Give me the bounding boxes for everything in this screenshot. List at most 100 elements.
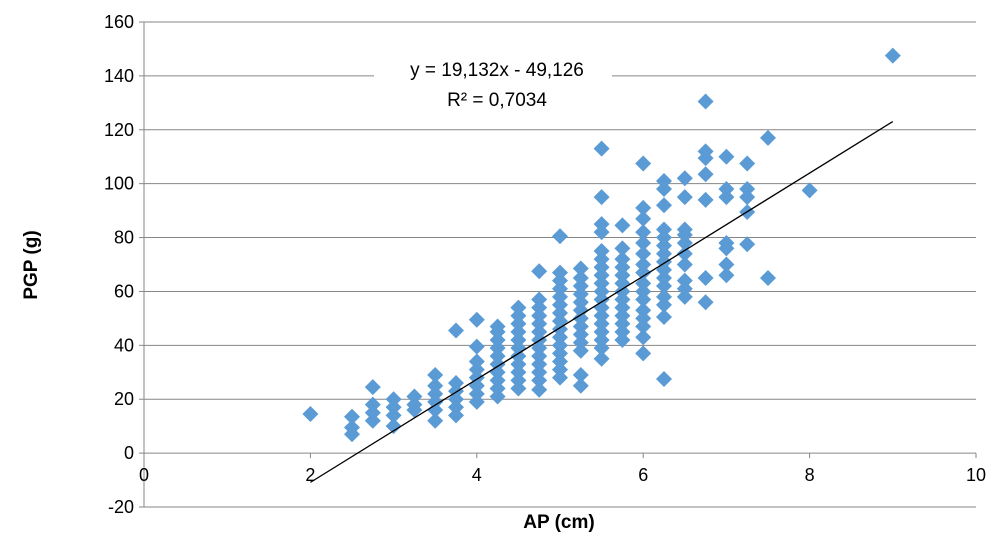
data-point: [510, 299, 527, 316]
y-tick-labels: -20 0 20 40 60 80 100 120 140 160: [104, 12, 134, 517]
data-point: [614, 217, 631, 234]
data-point: [656, 309, 672, 326]
data-point: [760, 269, 776, 286]
data-point: [676, 221, 693, 238]
data-point: [385, 418, 402, 435]
data-point: [427, 393, 444, 410]
data-point: [614, 323, 631, 340]
data-point: [593, 243, 610, 260]
data-point: [385, 407, 402, 424]
data-point: [427, 402, 444, 418]
data-point: [427, 366, 444, 383]
data-point: [718, 267, 735, 284]
trendline-equation: y = 19,132x - 49,126: [410, 60, 584, 81]
y-tick-label: 160: [104, 12, 134, 32]
data-point: [572, 318, 589, 335]
data-point: [364, 412, 381, 429]
data-point: [656, 229, 672, 246]
data-point: [635, 302, 652, 319]
data-point: [552, 361, 568, 378]
data-point: [385, 399, 402, 416]
data-point: [656, 296, 672, 313]
data-point: [614, 275, 631, 292]
data-point: [884, 47, 901, 64]
data-point: [531, 364, 548, 381]
data-point: [593, 331, 610, 348]
data-point: [510, 364, 527, 381]
data-point: [593, 291, 610, 308]
data-point: [448, 322, 464, 339]
data-point: [489, 372, 506, 389]
data-point: [697, 191, 714, 208]
data-point: [572, 269, 589, 286]
y-tick-label: 0: [124, 443, 134, 463]
data-point: [656, 181, 672, 198]
data-point: [510, 356, 527, 373]
data-point: [302, 406, 319, 423]
data-point: [552, 337, 568, 354]
data-point: [531, 372, 548, 389]
data-point: [531, 381, 548, 398]
data-point: [344, 408, 360, 425]
data-point: [614, 331, 631, 348]
data-point: [448, 399, 464, 416]
data-point: [656, 371, 672, 388]
data-point: [531, 356, 548, 373]
data-point: [656, 269, 672, 286]
data-point: [385, 391, 402, 408]
data-point: [676, 256, 693, 273]
data-point: [489, 388, 506, 405]
data-point: [676, 280, 693, 297]
y-tick-label: 80: [114, 228, 134, 248]
data-point: [635, 310, 652, 327]
y-tick-label: 40: [114, 335, 134, 355]
data-point: [614, 307, 631, 324]
x-tick-label: 10: [966, 465, 986, 485]
data-point: [552, 353, 568, 370]
data-point: [468, 393, 485, 410]
data-point: [510, 307, 527, 324]
x-tick-label: 2: [305, 465, 315, 485]
data-point: [344, 419, 360, 436]
data-point: [572, 366, 589, 383]
data-point: [635, 199, 652, 216]
data-point: [510, 340, 527, 357]
data-point: [510, 348, 527, 365]
data-point: [614, 283, 631, 300]
data-point: [531, 307, 548, 324]
data-point: [552, 296, 568, 313]
data-point: [468, 353, 485, 370]
data-point: [718, 234, 735, 251]
data-point: [593, 224, 610, 241]
data-point: [448, 375, 464, 392]
data-point: [468, 338, 485, 355]
data-point: [718, 256, 735, 273]
data-point: [614, 267, 631, 284]
data-point: [364, 396, 381, 413]
data-point: [697, 93, 714, 110]
data-point: [614, 299, 631, 316]
data-point: [697, 143, 714, 160]
r-squared-label: R² = 0,7034: [447, 90, 547, 111]
data-point: [635, 318, 652, 335]
data-point: [593, 267, 610, 284]
y-tick-label: 140: [104, 66, 134, 86]
data-point: [593, 140, 610, 157]
data-point: [718, 189, 735, 206]
data-point: [593, 340, 610, 357]
data-point: [531, 291, 548, 308]
data-point: [552, 272, 568, 289]
data-point: [739, 155, 756, 172]
data-point: [489, 340, 506, 357]
x-tick-label: 6: [638, 465, 648, 485]
data-point: [406, 396, 423, 413]
data-point: [697, 294, 714, 311]
data-point: [364, 404, 381, 421]
data-point: [676, 189, 693, 206]
data-point: [676, 234, 693, 251]
data-point: [635, 234, 652, 251]
data-point: [510, 372, 527, 389]
data-point: [635, 256, 652, 273]
data-point: [552, 288, 568, 305]
axes: [139, 21, 977, 508]
